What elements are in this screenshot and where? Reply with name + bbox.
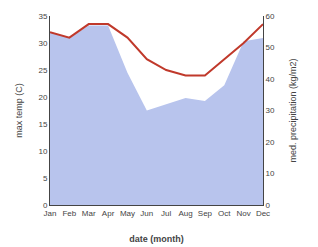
svg-text:10: 10 [266, 169, 275, 178]
svg-text:May: May [120, 209, 135, 218]
svg-text:25: 25 [38, 66, 47, 75]
svg-text:Oct: Oct [218, 209, 231, 218]
svg-text:15: 15 [38, 120, 47, 129]
svg-text:0: 0 [43, 201, 48, 210]
svg-text:30: 30 [38, 39, 47, 48]
svg-text:Dec: Dec [256, 209, 270, 218]
svg-text:20: 20 [38, 93, 47, 102]
svg-text:Jan: Jan [44, 209, 57, 218]
svg-text:date (month): date (month) [129, 234, 184, 244]
svg-text:0: 0 [266, 201, 271, 210]
svg-text:60: 60 [266, 12, 275, 21]
svg-text:Aug: Aug [178, 209, 192, 218]
svg-text:10: 10 [38, 147, 47, 156]
svg-text:max temp (C): max temp (C) [14, 83, 24, 138]
svg-text:50: 50 [266, 43, 275, 52]
svg-text:Feb: Feb [62, 209, 76, 218]
svg-text:Jul: Jul [161, 209, 171, 218]
svg-text:35: 35 [38, 12, 47, 21]
svg-text:Sep: Sep [198, 209, 213, 218]
svg-text:Jun: Jun [140, 209, 153, 218]
svg-text:Nov: Nov [237, 209, 251, 218]
svg-text:40: 40 [266, 75, 275, 84]
svg-text:5: 5 [43, 174, 48, 183]
svg-text:20: 20 [266, 138, 275, 147]
svg-text:med. precipitation (kg/m2): med. precipitation (kg/m2) [288, 58, 298, 162]
svg-text:30: 30 [266, 106, 275, 115]
svg-text:Mar: Mar [82, 209, 96, 218]
svg-text:Apr: Apr [102, 209, 115, 218]
